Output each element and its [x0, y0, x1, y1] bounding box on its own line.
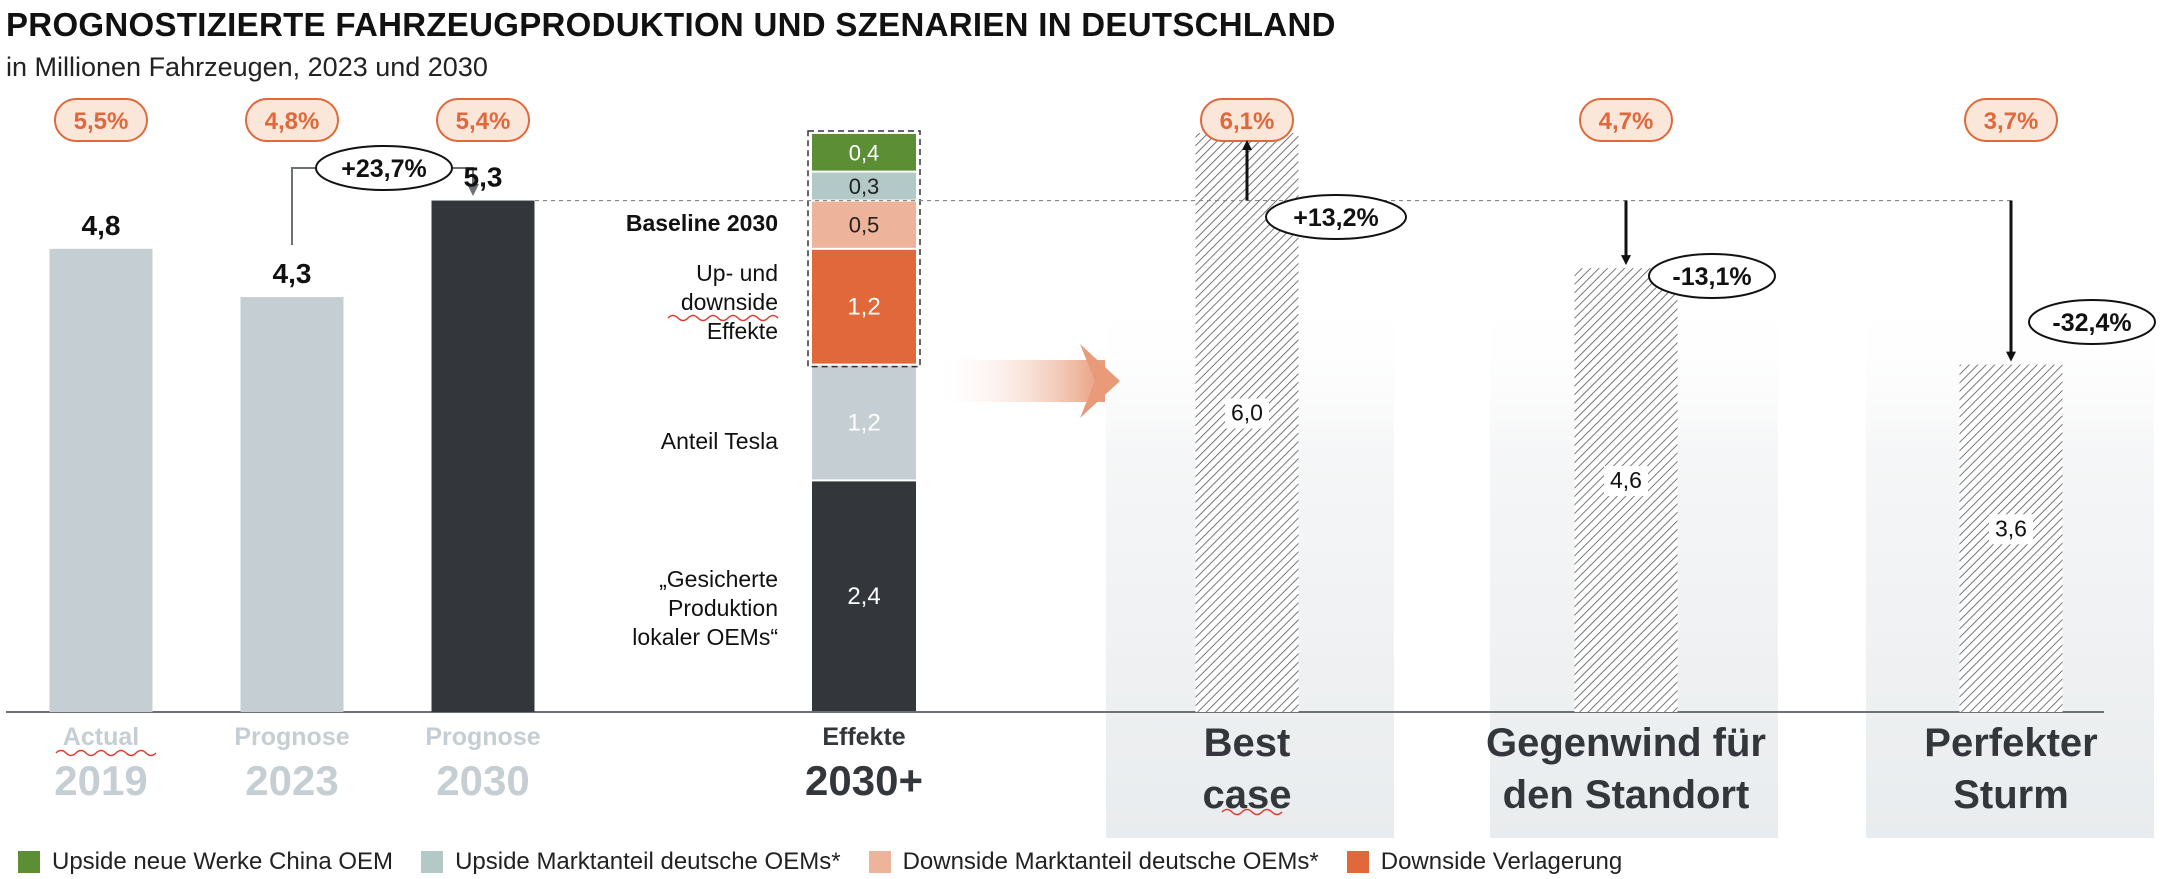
- data-label: 1,2: [847, 294, 880, 321]
- x-tick-label: 2030: [436, 757, 529, 804]
- bar-segment: [812, 365, 916, 480]
- legend-item: Upside neue Werke China OEM: [18, 848, 393, 876]
- big-arrow-body: [935, 360, 1105, 402]
- legend-label: Upside neue Werke China OEM: [52, 848, 394, 875]
- segment-label: Effekte: [707, 318, 778, 344]
- share-label: 5,4%: [456, 108, 511, 135]
- change-label: -13,1%: [1672, 263, 1751, 291]
- x-tick-label: Prognose: [234, 723, 349, 751]
- bar-segment: [812, 134, 916, 171]
- big-arrow-head: [1080, 344, 1120, 418]
- x-tick-label: Prognose: [425, 723, 540, 751]
- segment-label: downside: [681, 289, 778, 315]
- bar-segment: [812, 201, 916, 248]
- share-label-badge: [245, 98, 339, 142]
- legend-item: Downside Verlagerung: [1346, 848, 1623, 876]
- segment-label: „Gesicherte: [659, 566, 778, 592]
- chart-title: PROGNOSTIZIERTE FAHRZEUGPRODUKTION UND S…: [6, 6, 1336, 43]
- bar: [431, 200, 535, 713]
- data-label: 5,3: [464, 162, 503, 193]
- growth-annotation: +23,7%: [341, 155, 427, 183]
- legend-swatch: [421, 851, 444, 873]
- data-label: 4,6: [1610, 467, 1642, 493]
- label-bg: [1225, 398, 1269, 429]
- x-tick-label: 2030+: [805, 757, 923, 804]
- data-label: 6,0: [1231, 400, 1263, 426]
- x-tick-label: Perfekter: [1924, 721, 2097, 765]
- legend-swatch: [18, 851, 40, 873]
- chart-subtitle: in Millionen Fahrzeugen, 2023 und 2030: [6, 52, 488, 82]
- data-label: 1,2: [847, 410, 880, 437]
- data-label: 4,8: [82, 210, 121, 241]
- bar-segment: [812, 249, 916, 364]
- baseline-label: Baseline 2030: [626, 210, 778, 236]
- effects-frame: [807, 130, 921, 368]
- segment-label: Up- und: [696, 260, 778, 286]
- change-label: +13,2%: [1293, 204, 1379, 232]
- change-label: -32,4%: [2052, 309, 2131, 337]
- x-tick-label: 2019: [54, 757, 147, 804]
- data-label: 0,4: [849, 140, 880, 165]
- legend-item: Upside Marktanteil deutsche OEMs*: [421, 848, 841, 876]
- legend-label: Upside Marktanteil deutsche OEMs*: [455, 848, 841, 875]
- data-label: 4,3: [273, 258, 312, 289]
- share-label: 3,7%: [1984, 108, 2039, 135]
- data-label: 0,5: [849, 213, 880, 238]
- legend-label: Downside Verlagerung: [1380, 848, 1623, 875]
- bar-segment: [812, 172, 916, 200]
- label-bg: [1989, 514, 2033, 545]
- bar-segment: [812, 481, 916, 711]
- share-label: 5,5%: [74, 108, 129, 135]
- spellcheck-underline: [1221, 808, 1283, 816]
- x-tick-label: 2023: [245, 757, 338, 804]
- share-label-badge: [436, 98, 530, 142]
- share-label-badge: [54, 98, 148, 142]
- label-bg: [1604, 466, 1648, 497]
- legend-swatch: [868, 851, 891, 873]
- x-tick-label: case: [1203, 773, 1292, 817]
- segment-label: lokaler OEMs“: [632, 624, 778, 650]
- data-label: 0,3: [849, 174, 880, 199]
- x-tick-label: Sturm: [1953, 773, 2069, 817]
- change-label-oval: [2028, 299, 2156, 345]
- growth-arrow: [463, 167, 479, 196]
- growth-annotation-oval: [315, 145, 453, 191]
- legend-swatch: [1346, 851, 1369, 873]
- data-label: 2,4: [847, 583, 880, 610]
- share-label-badge: [1579, 98, 1673, 142]
- change-label-oval: [1648, 253, 1776, 299]
- spellcheck-underline: [667, 314, 779, 322]
- bar: [49, 248, 153, 713]
- share-label: 4,8%: [265, 108, 320, 135]
- segment-label: Produktion: [668, 595, 778, 621]
- x-tick-label: Best: [1204, 721, 1291, 765]
- x-tick-label: Effekte: [822, 723, 905, 751]
- share-label: 4,7%: [1599, 108, 1654, 135]
- x-tick-label: Actual: [63, 723, 139, 751]
- bar: [240, 297, 344, 712]
- share-label: 6,1%: [1220, 108, 1275, 135]
- segment-label: Anteil Tesla: [661, 428, 778, 454]
- x-tick-label: Gegenwind für: [1486, 721, 1766, 765]
- spellcheck-underline: [55, 749, 157, 757]
- share-label-badge: [1964, 98, 2058, 142]
- legend: Upside neue Werke China OEM Upside Markta…: [18, 848, 1630, 876]
- data-label: 3,6: [1995, 515, 2027, 541]
- change-label-oval: [1265, 194, 1407, 240]
- legend-label: Downside Marktanteil deutsche OEMs*: [902, 848, 1319, 875]
- x-tick-label: den Standort: [1503, 773, 1750, 817]
- legend-item: Downside Marktanteil deutsche OEMs*: [868, 848, 1319, 876]
